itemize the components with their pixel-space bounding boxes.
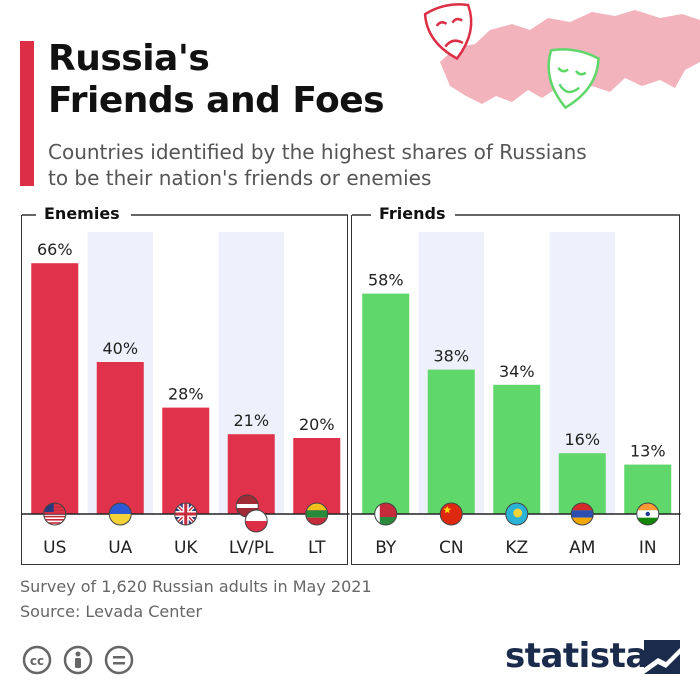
page-title: Russia's Friends and Foes [48,38,385,122]
survey-note: Survey of 1,620 Russian adults in May 20… [20,577,372,596]
friends-panel [351,215,680,565]
creative-commons-icon[interactable]: cc [22,645,52,675]
happy-mask-icon [547,48,600,110]
friends-panel-title: Friends [375,204,450,223]
source-note: Source: Levada Center [20,602,203,621]
subtitle-line-1: Countries identified by the highest shar… [48,140,587,164]
title-line-2: Friends and Foes [48,80,385,121]
statista-logo-icon [644,640,680,674]
subtitle-line-2: to be their nation's friends or enemies [48,166,432,190]
title-line-1: Russia's [48,38,210,79]
title-accent-bar [20,41,34,186]
no-derivatives-icon[interactable] [104,645,134,675]
enemies-panel [21,215,348,565]
svg-text:cc: cc [30,654,44,668]
page-subtitle: Countries identified by the highest shar… [48,139,648,191]
russia-map-illustration [423,3,700,110]
attribution-icon[interactable] [63,645,93,675]
sad-mask-icon [423,3,473,61]
statista-logo-text[interactable]: statista [505,636,648,676]
enemies-panel-title: Enemies [40,204,124,223]
